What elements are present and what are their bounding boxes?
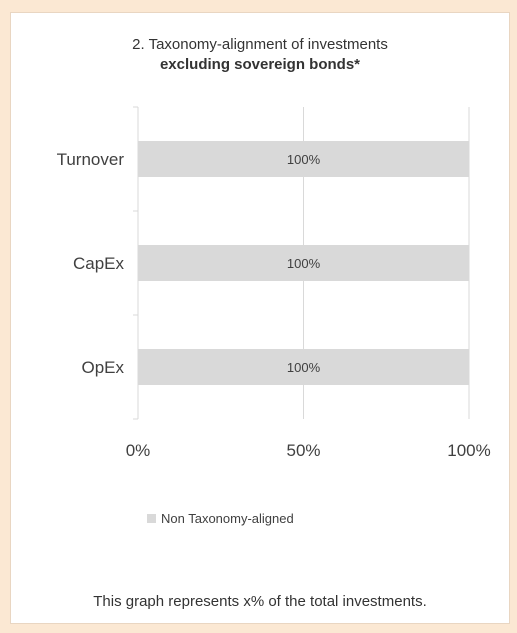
bar-chart: 100% Turnover 100% CapEx 100% OpEx 0% 50% 100% — [57, 106, 491, 460]
bar-opex — [138, 349, 469, 385]
category-label-turnover: Turnover — [57, 150, 125, 169]
data-label-opex: 100% — [287, 360, 321, 375]
x-tick-label-2: 100% — [447, 441, 490, 460]
data-label-turnover: 100% — [287, 152, 321, 167]
chart-title: 2. Taxonomy-alignment of investments — [132, 36, 388, 53]
bar-capex — [138, 245, 469, 281]
category-label-opex: OpEx — [81, 358, 124, 377]
chart-title-block: 2. Taxonomy-alignment of investments exc… — [11, 35, 509, 75]
chart-card: 2. Taxonomy-alignment of investments exc… — [10, 12, 510, 624]
legend-label: Non Taxonomy-aligned — [161, 511, 294, 526]
category-label-capex: CapEx — [73, 254, 125, 273]
legend-swatch — [147, 514, 156, 523]
bar-turnover — [138, 141, 469, 177]
x-tick-label-0: 0% — [126, 441, 151, 460]
data-label-capex: 100% — [287, 256, 321, 271]
chart-caption: This graph represents x% of the total in… — [93, 593, 427, 610]
chart-legend: Non Taxonomy-aligned — [147, 511, 294, 526]
chart-subtitle: excluding sovereign bonds* — [159, 56, 361, 73]
x-tick-label-1: 50% — [286, 441, 320, 460]
